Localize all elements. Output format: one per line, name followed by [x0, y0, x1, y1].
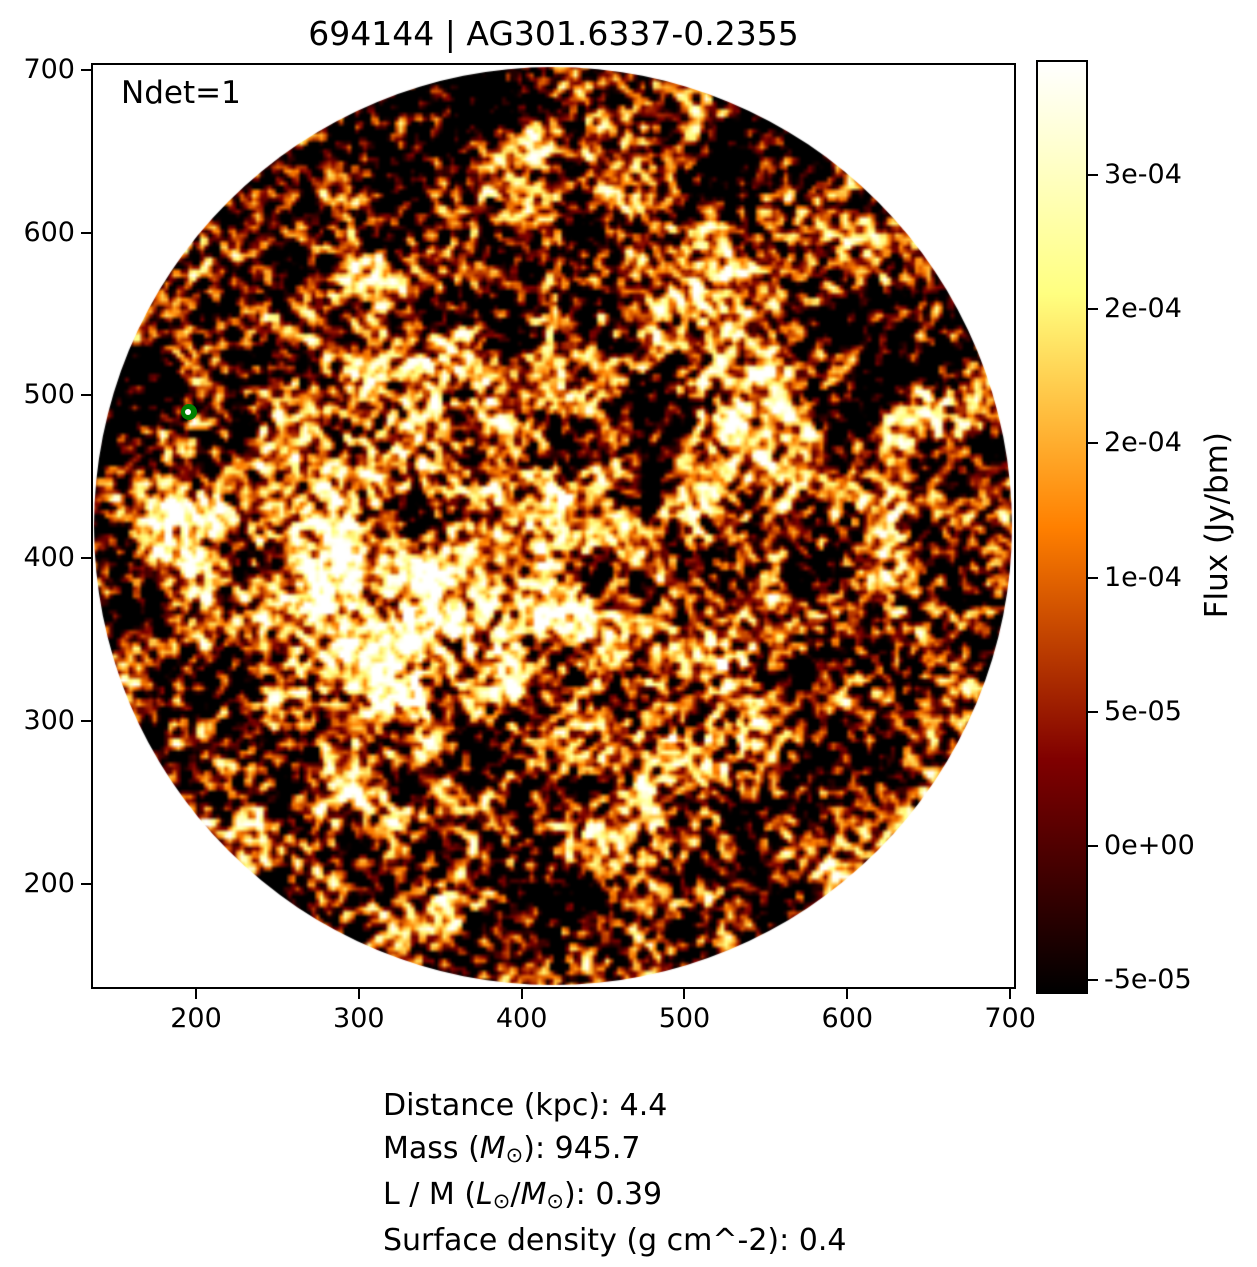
info-line-segment: Distance (kpc): 4.4: [383, 1088, 668, 1123]
ndet-annotation: Ndet=1: [121, 75, 241, 111]
colorbar-tick-label: -5e-05: [1104, 964, 1192, 996]
flux-map-image: [93, 65, 1014, 987]
colorbar-tick: [1088, 844, 1098, 847]
info-line-segment: L: [476, 1177, 493, 1212]
info-line: Mass (M⊙): 945.7: [383, 1127, 846, 1173]
y-tick-label: 400: [23, 542, 75, 574]
y-tick: [81, 394, 91, 397]
info-line: Surface density (g cm^-2): 0.4: [383, 1219, 846, 1262]
info-block: Distance (kpc): 4.4 Mass (M⊙): 945.7 L / M…: [383, 1084, 846, 1262]
colorbar: 3e-04 2e-04 2e-04 1e-04 5e-05 0e+00 -5e-05: [1036, 60, 1195, 995]
y-tick-label: 600: [23, 216, 75, 248]
colorbar-tick-label: 2e-04: [1104, 293, 1182, 325]
flux-map-plot: Ndet=1 200 300 400 500 600 700 700 600 500 400 30…: [23, 55, 1035, 1035]
x-tick: [846, 989, 849, 999]
colorbar-tick-label: 1e-04: [1104, 561, 1182, 593]
detection-marker-icon: [181, 403, 198, 420]
colorbar-tick: [1088, 308, 1098, 311]
y-tick: [81, 882, 91, 885]
colorbar-tick: [1088, 710, 1098, 713]
info-line-segment: ): 945.7: [523, 1131, 641, 1166]
colorbar-tick-label: 3e-04: [1104, 158, 1182, 190]
x-tick-label: 200: [170, 1003, 222, 1034]
figure-title: 694144 | AG301.6337-0.2355: [308, 14, 799, 53]
y-tick: [81, 557, 91, 560]
info-line-segment: L / M (: [383, 1177, 477, 1212]
detection-marker-core: [185, 408, 192, 415]
colorbar-axis-label: Flux (Jy/bm): [1199, 431, 1235, 619]
info-line-segment: ⊙: [505, 1142, 524, 1167]
colorbar-tick-label: 5e-05: [1104, 695, 1182, 727]
x-tick-label: 500: [658, 1003, 711, 1034]
info-line-segment: M: [479, 1131, 506, 1166]
info-line-segment: ⊙: [546, 1188, 564, 1213]
x-tick: [195, 989, 197, 999]
info-line-segment: M: [520, 1177, 547, 1212]
y-tick: [81, 719, 91, 722]
colorbar-tick: [1088, 576, 1098, 579]
x-tick-label: 300: [333, 1003, 385, 1034]
info-line: L / M (L⊙/M⊙): 0.39: [383, 1173, 846, 1219]
colorbar-tick: [1088, 979, 1098, 982]
y-tick-label: 500: [23, 379, 75, 411]
x-tick: [357, 989, 360, 999]
info-line-segment: Mass (: [383, 1131, 480, 1166]
colorbar-tick-label: 0e+00: [1104, 829, 1195, 861]
info-line-segment: ⊙: [492, 1188, 511, 1213]
x-tick-label: 700: [984, 1003, 1036, 1034]
info-line-segment: /: [510, 1177, 521, 1212]
y-tick-label: 700: [23, 54, 75, 85]
colorbar-tick: [1088, 173, 1098, 176]
x-tick: [520, 989, 523, 999]
x-tick: [683, 989, 686, 999]
info-line: Distance (kpc): 4.4: [383, 1084, 846, 1127]
x-tick-label: 400: [495, 1003, 548, 1034]
y-tick: [81, 231, 91, 234]
y-tick-label: 200: [23, 867, 75, 899]
y-tick-label: 300: [23, 704, 75, 736]
colorbar-tick-label: 2e-04: [1104, 427, 1182, 459]
x-tick-label: 600: [821, 1003, 874, 1034]
colorbar-tick: [1088, 442, 1098, 445]
info-line-segment: ): 0.39: [563, 1177, 663, 1212]
info-line-segment: Surface density (g cm^-2): 0.4: [383, 1223, 847, 1258]
x-tick: [1009, 989, 1012, 999]
y-tick: [81, 69, 91, 71]
